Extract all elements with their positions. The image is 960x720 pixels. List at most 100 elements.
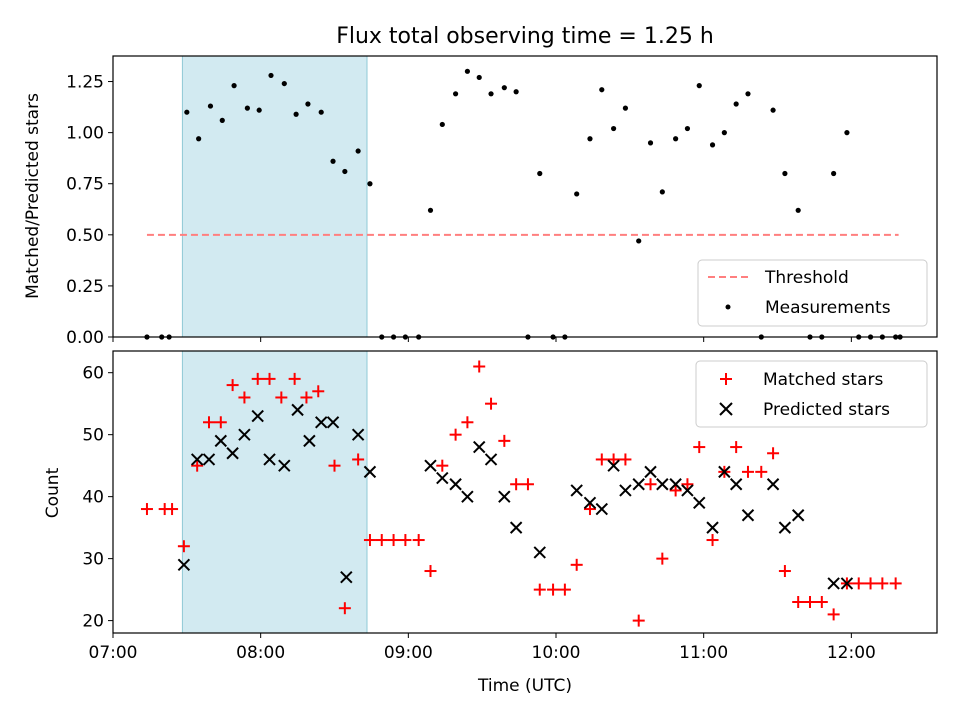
bottom-y-tick-label: 50 (82, 426, 104, 446)
matched-star-point (238, 391, 251, 404)
matched-star-point (177, 540, 190, 553)
measurement-point (367, 181, 373, 187)
matched-star-point (202, 416, 215, 429)
bottom-x-tick-label: 11:00 (679, 643, 728, 663)
measurement-point (745, 91, 751, 97)
measurement-point (196, 136, 202, 142)
measurement-point (427, 207, 434, 213)
measurement-point (452, 91, 459, 97)
measurement-point (709, 142, 716, 148)
predicted-star-point (718, 465, 731, 479)
predicted-star-point (533, 546, 546, 559)
measurement-point (464, 68, 471, 74)
measurement-point (342, 168, 348, 175)
matched-star-point (375, 534, 388, 547)
chart-title: Flux total observing time = 1.25 h (336, 24, 714, 49)
predicted-star-point (326, 416, 340, 429)
predicted-star-point (741, 509, 755, 522)
top-legend-frame (697, 259, 928, 327)
measurement-point (355, 148, 361, 154)
bottom-legend: Matched stars Predicted stars (695, 360, 928, 428)
top-y-tick-label: 1.25 (66, 73, 104, 93)
measurement-point (439, 121, 445, 128)
bottom-x-tick-label: 09:00 (384, 643, 433, 663)
measurement-point (795, 207, 801, 213)
measurement-point (587, 136, 593, 142)
top-x-axis (112, 337, 852, 342)
measurement-point (207, 103, 214, 109)
measurement-point (659, 189, 665, 195)
matched-star-point (889, 577, 902, 590)
predicted-star-point (619, 484, 632, 497)
predicted-star-point (827, 577, 840, 590)
predicted-star-point (363, 465, 377, 479)
bottom-y-tick-label: 40 (82, 488, 104, 508)
bottom-y-tick-label: 60 (82, 364, 104, 384)
top-y-tick-label: 0.00 (66, 328, 104, 348)
matched-star-point (510, 478, 523, 491)
matched-star-point (876, 577, 889, 590)
predicted-star-point (681, 484, 694, 497)
legend-threshold-label: Threshold (764, 268, 849, 288)
matched-stars-points (140, 360, 902, 627)
predicted-star-point (840, 577, 854, 590)
measurement-point (684, 125, 691, 132)
predicted-star-point (424, 459, 437, 472)
matched-star-point (864, 577, 877, 590)
predicted-star-point (583, 496, 597, 510)
matched-star-point (352, 453, 365, 466)
matched-star-point (338, 602, 351, 615)
predicted-stars-points (177, 403, 854, 590)
measurement-point (831, 170, 837, 177)
top-y-label: Matched/Predicted stars (23, 93, 43, 299)
matched-star-point (312, 385, 325, 398)
predicted-star-point (278, 459, 291, 472)
matched-star-point (226, 379, 239, 392)
measurement-point (231, 83, 237, 89)
matched-star-point (706, 534, 719, 547)
matched-star-point (669, 484, 682, 497)
predicted-star-point (656, 478, 669, 491)
measurement-point (293, 111, 299, 117)
matched-star-point (570, 558, 583, 571)
measurement-point (513, 89, 519, 95)
top-y-tick-label: 0.25 (66, 277, 104, 297)
matched-star-point (263, 372, 276, 385)
matched-star-point (214, 416, 227, 429)
matched-star-point (595, 453, 608, 466)
bottom-y-tick-label: 20 (82, 612, 104, 632)
measurement-point (537, 170, 543, 177)
predicted-star-point (291, 403, 304, 417)
matched-star-point (607, 453, 620, 466)
measurement-point (770, 107, 776, 113)
predicted-star-point (607, 459, 620, 472)
top-y-tick-label: 1.00 (66, 124, 104, 144)
top-panel: 0.00 0.25 0.50 0.75 1.00 1.25 Matched/Predict… (23, 55, 938, 348)
legend-measurement-swatch (725, 304, 731, 310)
matched-star-point (547, 583, 560, 596)
matched-star-point (730, 441, 743, 454)
matched-star-point (166, 503, 179, 516)
measurement-point (647, 140, 654, 146)
matched-star-point (656, 552, 669, 565)
measurement-point (673, 136, 679, 142)
measurement-point (476, 74, 482, 81)
bottom-panel: 20 30 40 50 60 07:00 08:00 09:00 10:00 11:00 12:0… (43, 350, 938, 696)
legend-matched-label: Matched stars (763, 370, 883, 390)
measurement-point (611, 125, 617, 132)
predicted-star-point (644, 465, 657, 479)
predicted-star-point (340, 571, 353, 584)
predicted-star-point (303, 434, 316, 448)
predicted-star-point (509, 521, 523, 534)
matched-star-point (461, 416, 474, 429)
matched-star-point (275, 391, 288, 404)
predicted-star-point (461, 490, 474, 503)
measurement-point (844, 130, 850, 136)
measurement-point (219, 117, 225, 123)
predicted-star-point (177, 558, 191, 572)
measurement-point (256, 107, 262, 113)
top-y-tick-label: 0.50 (66, 226, 104, 246)
matched-star-point (498, 434, 511, 447)
bottom-axes-frame (112, 350, 938, 634)
